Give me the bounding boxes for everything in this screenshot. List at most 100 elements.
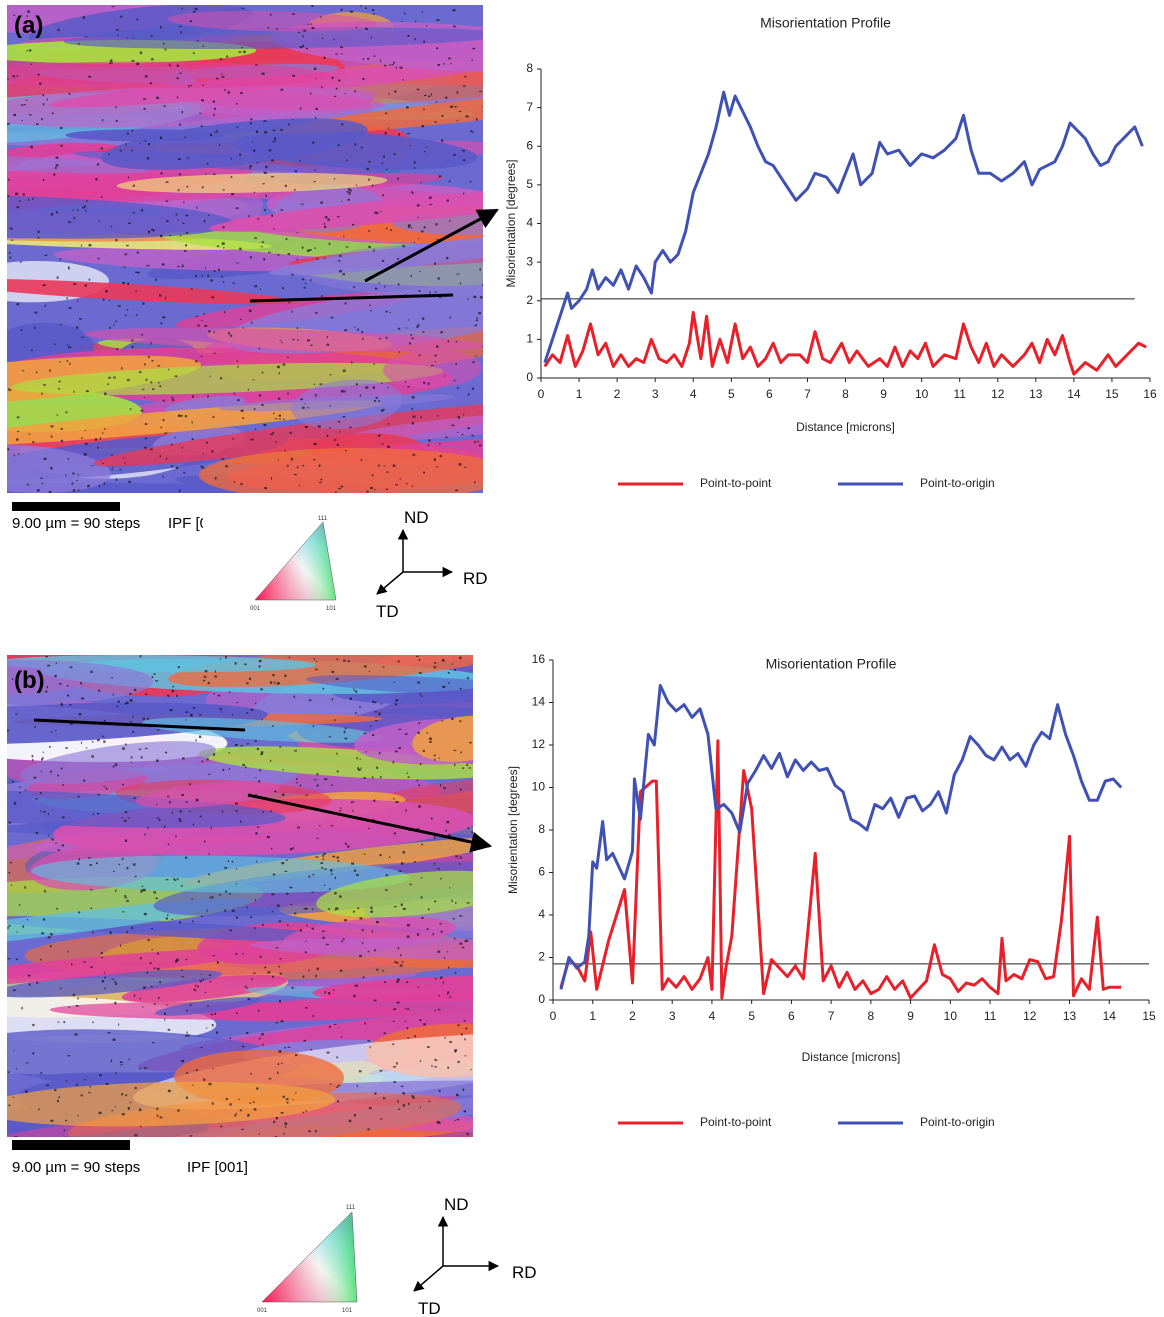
noise-dot (180, 885, 183, 887)
noise-dot (79, 318, 82, 320)
noise-dot (7, 1071, 10, 1074)
noise-dot (119, 468, 122, 471)
noise-dot (165, 200, 169, 202)
noise-dot (60, 144, 63, 147)
noise-dot (124, 897, 128, 899)
noise-dot (276, 682, 280, 685)
noise-dot (454, 153, 456, 156)
noise-dot (284, 450, 286, 452)
noise-dot (235, 802, 238, 805)
noise-dot (150, 35, 154, 37)
noise-dot (395, 801, 399, 804)
noise-dot (54, 674, 57, 678)
noise-dot (208, 974, 212, 977)
noise-dot (362, 337, 364, 340)
noise-dot (343, 659, 346, 662)
noise-dot (456, 431, 459, 434)
noise-dot (263, 423, 267, 427)
noise-dot (44, 304, 47, 307)
noise-dot (281, 861, 285, 865)
noise-dot (184, 250, 187, 252)
noise-dot (221, 275, 223, 278)
noise-dot (270, 847, 273, 850)
noise-dot (199, 815, 202, 818)
noise-dot (184, 136, 186, 139)
noise-dot (369, 304, 371, 307)
noise-dot (56, 276, 59, 279)
noise-dot (365, 27, 368, 30)
noise-dot (420, 896, 423, 899)
noise-dot (243, 50, 246, 54)
noise-dot (453, 25, 456, 28)
noise-dot (167, 695, 171, 697)
noise-dot (461, 946, 465, 949)
noise-dot (337, 1085, 341, 1087)
noise-dot (25, 99, 28, 101)
noise-dot (261, 404, 264, 406)
noise-dot (407, 225, 411, 228)
noise-dot (472, 47, 476, 50)
noise-dot (422, 750, 425, 752)
series-line (543, 310, 1147, 376)
noise-dot (119, 1061, 123, 1063)
ipf-text: IPF [001] (187, 1159, 248, 1176)
noise-dot (10, 884, 13, 886)
noise-dot (379, 776, 382, 779)
noise-dot (302, 44, 305, 48)
noise-dot (228, 691, 231, 693)
noise-dot (421, 916, 424, 919)
noise-dot (107, 153, 110, 155)
noise-dot (210, 279, 213, 282)
noise-dot (134, 1134, 138, 1137)
noise-dot (407, 776, 410, 778)
noise-dot (250, 708, 254, 711)
noise-dot (167, 843, 170, 846)
noise-dot (49, 745, 51, 748)
noise-dot (464, 76, 467, 78)
noise-dot (221, 75, 225, 78)
noise-dot (178, 817, 181, 821)
noise-dot (435, 345, 439, 348)
noise-dot (271, 725, 274, 727)
noise-dot (319, 825, 321, 827)
noise-dot (360, 767, 362, 769)
grain (101, 118, 368, 170)
noise-dot (179, 25, 182, 28)
noise-dot (84, 205, 86, 208)
noise-dot (339, 431, 341, 433)
noise-dot (385, 168, 388, 171)
noise-dot (56, 1099, 59, 1103)
noise-dot (228, 752, 231, 754)
noise-dot (399, 66, 403, 69)
x-tick-label: 1 (576, 387, 583, 401)
noise-dot (445, 436, 448, 439)
noise-dot (39, 958, 42, 961)
noise-dot (458, 863, 461, 865)
noise-dot (415, 20, 417, 23)
noise-dot (412, 453, 416, 456)
noise-dot (393, 1066, 397, 1068)
noise-dot (421, 124, 425, 128)
noise-dot (103, 482, 106, 485)
x-tick-label: 0 (538, 387, 545, 401)
noise-dot (133, 994, 136, 997)
noise-dot (411, 226, 413, 229)
noise-dot (200, 915, 203, 917)
noise-dot (19, 200, 21, 203)
noise-dot (400, 954, 402, 957)
noise-dot (315, 974, 317, 978)
noise-dot (434, 1066, 438, 1068)
noise-dot (438, 757, 441, 759)
noise-dot (443, 957, 446, 959)
x-tick-label: 7 (828, 1009, 835, 1023)
noise-dot (328, 992, 331, 995)
noise-dot (372, 700, 375, 704)
noise-dot (40, 1072, 42, 1075)
noise-dot (134, 875, 137, 878)
noise-dot (373, 249, 375, 252)
noise-dot (434, 1009, 436, 1012)
noise-dot (44, 254, 48, 257)
noise-dot (299, 929, 302, 932)
noise-dot (144, 833, 146, 836)
noise-dot (382, 1097, 386, 1100)
